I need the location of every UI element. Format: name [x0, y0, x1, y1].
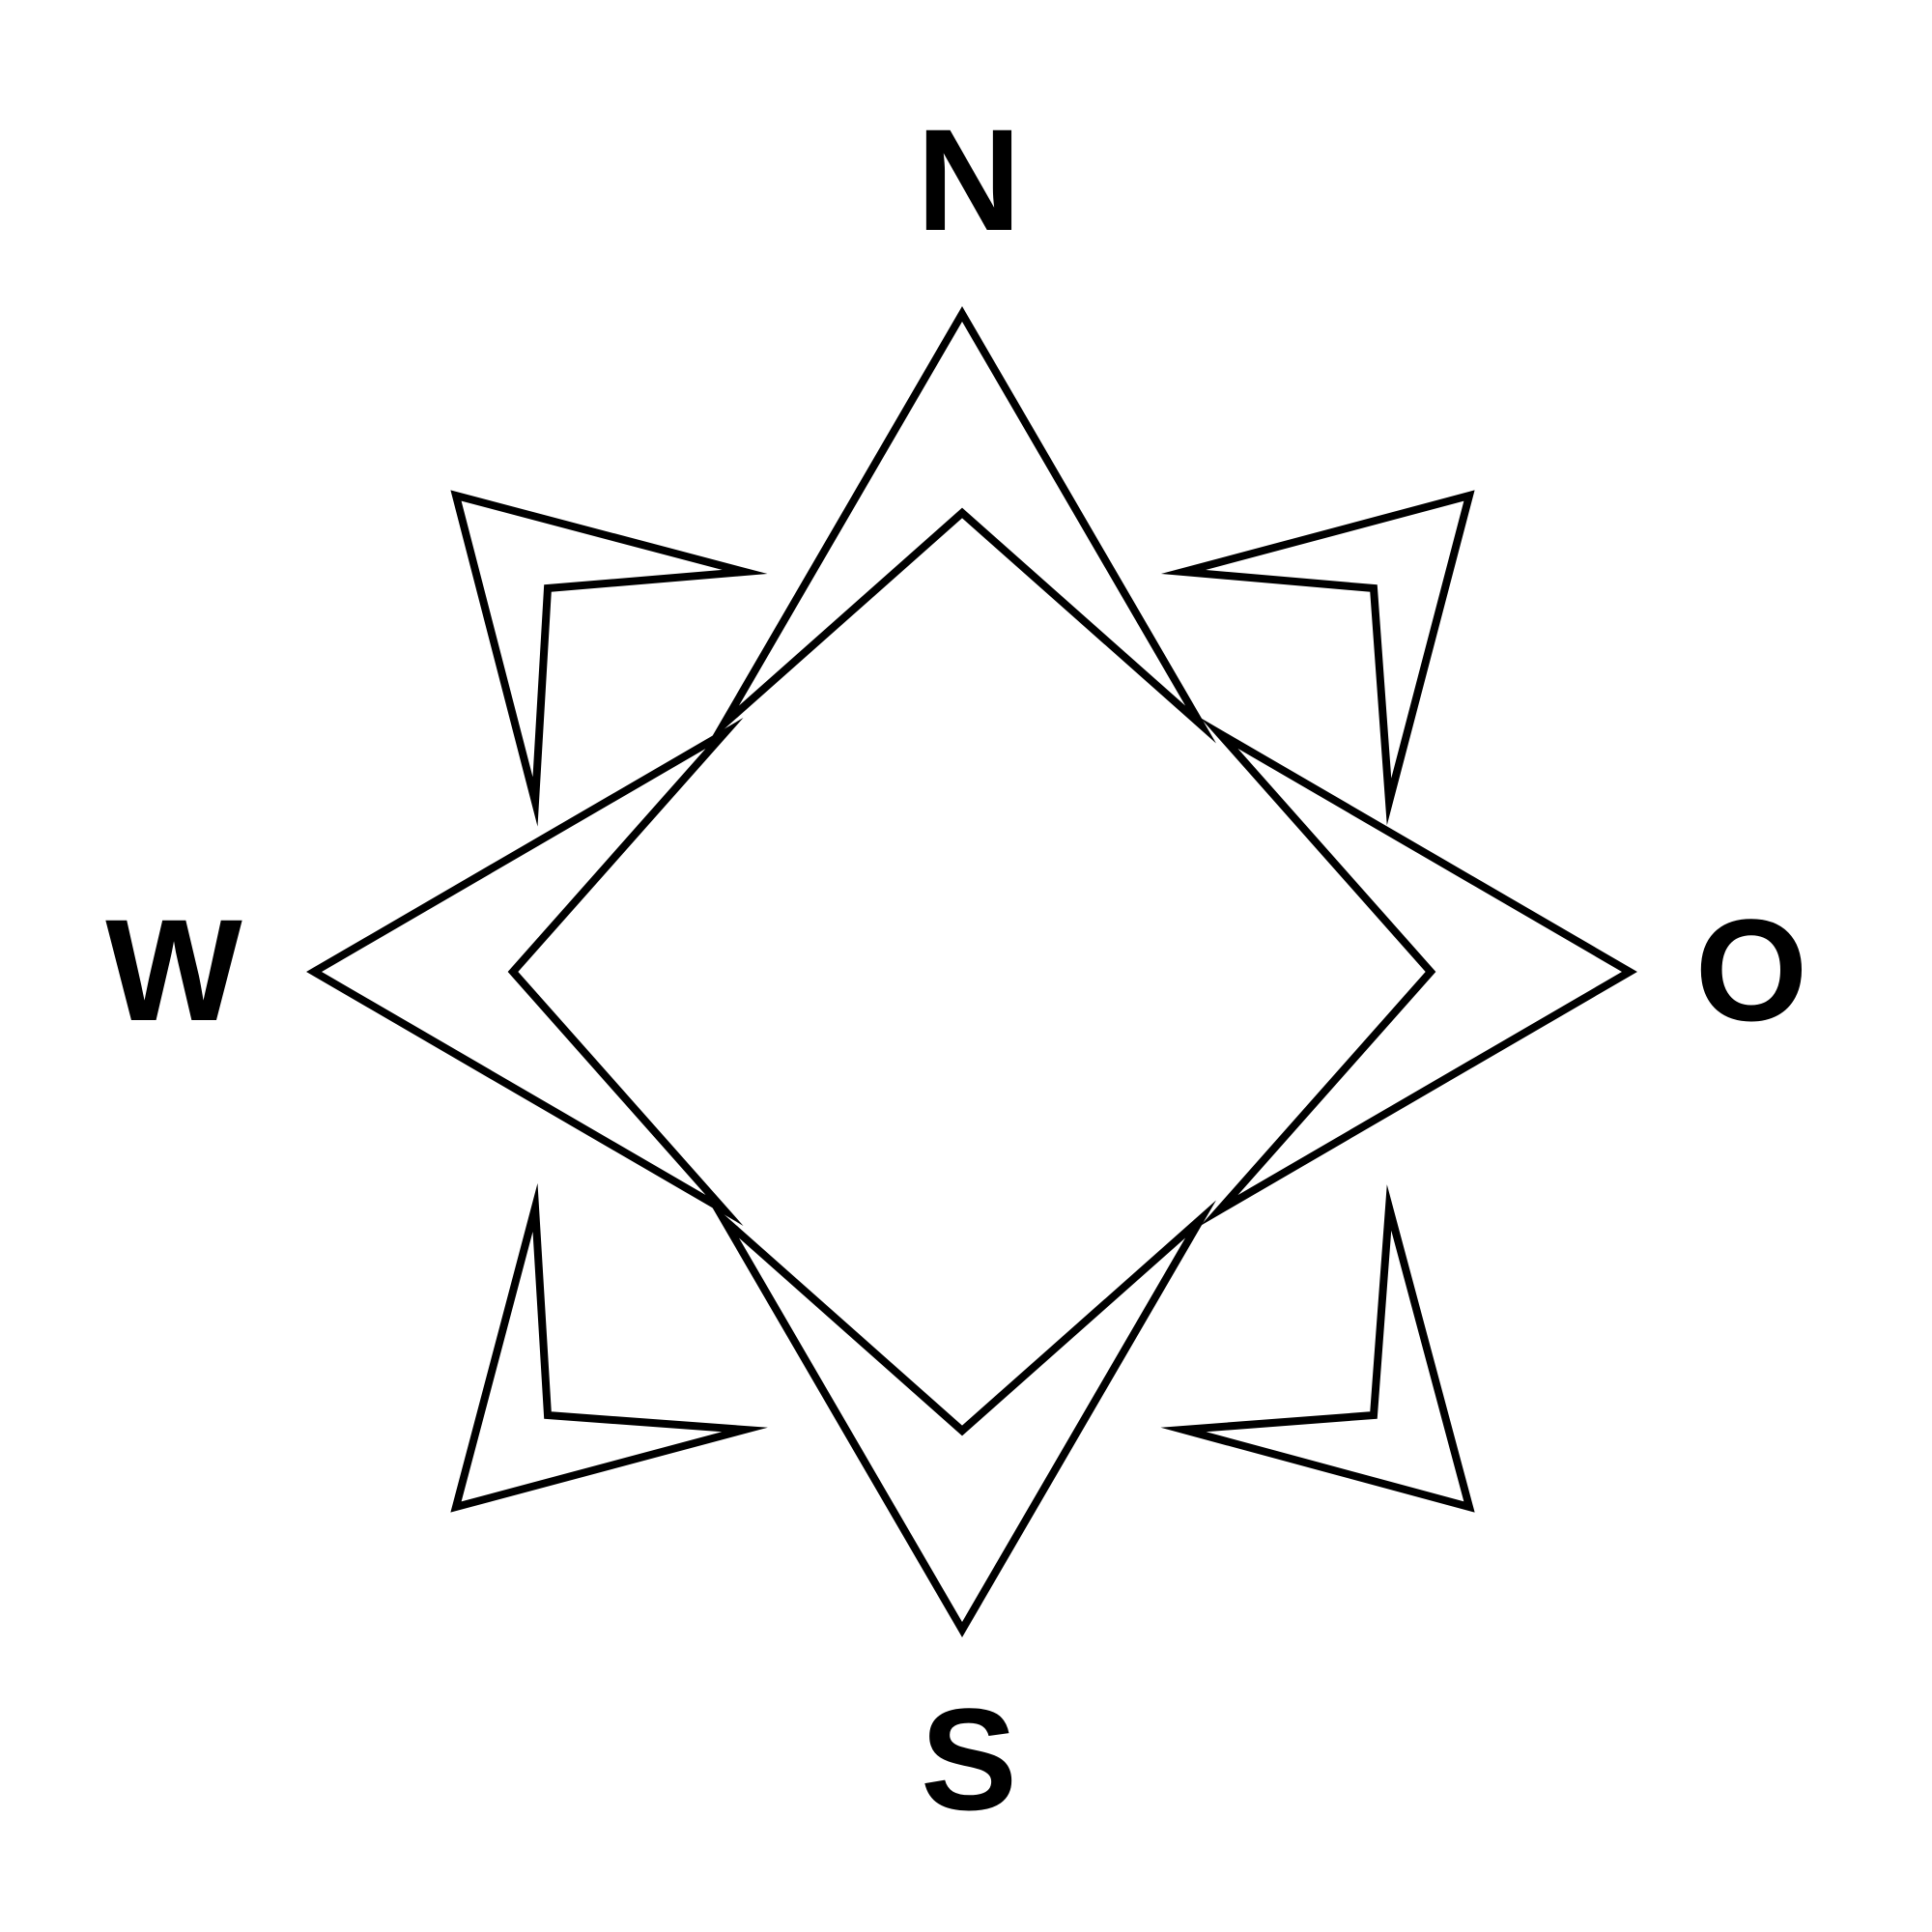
northeast-arm — [1160, 490, 1475, 826]
southwest-arm — [450, 1182, 768, 1513]
direction-labels: N O S W — [105, 99, 1807, 1840]
east-arm — [1200, 718, 1637, 1226]
east-label: O — [1695, 889, 1808, 1051]
intercardinal-arms — [450, 490, 1475, 1513]
southeast-arm — [1160, 1184, 1475, 1513]
west-label: W — [105, 889, 242, 1051]
north-arm — [708, 306, 1216, 744]
west-arm — [306, 718, 744, 1226]
cardinal-arms — [306, 306, 1637, 1637]
south-arm — [708, 1200, 1216, 1637]
south-label: S — [921, 1678, 1017, 1840]
north-label: N — [917, 99, 1021, 261]
northwest-arm — [450, 490, 768, 827]
